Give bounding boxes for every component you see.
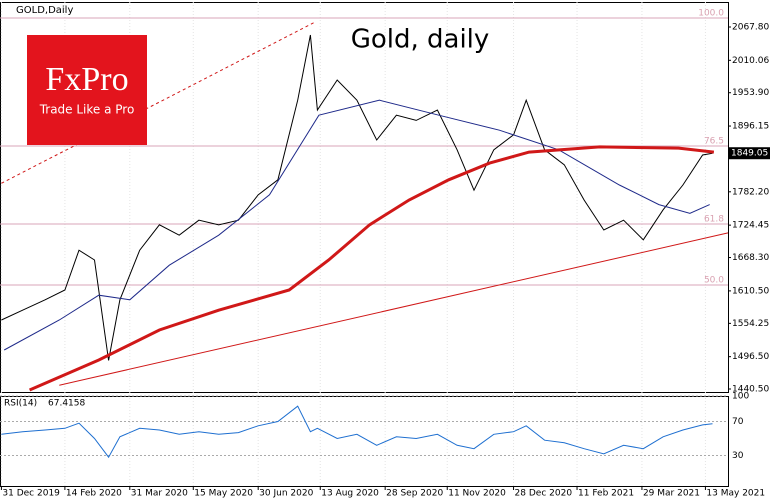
fib-label: 50.0 [704, 276, 724, 286]
last-price-label: 1849.05 [731, 149, 768, 159]
y-tick-label: 2067.80 [732, 22, 769, 32]
x-tick-label: 11 Feb 2021 [578, 489, 634, 499]
y-tick-label: 1554.25 [732, 319, 769, 329]
logo-box [27, 35, 147, 145]
chart-title: GOLD,Daily [16, 5, 73, 16]
x-tick-label: 28 Dec 2020 [515, 489, 573, 499]
annotation: Gold, daily [351, 25, 490, 55]
y-tick-label: 1440.50 [732, 384, 769, 394]
x-tick-label: 15 May 2020 [194, 489, 253, 499]
fib-label: 61.8 [704, 215, 724, 225]
x-tick-label: 31 Dec 2019 [2, 489, 60, 499]
rsi-line [1, 405, 713, 459]
fib-label: 100.0 [698, 8, 724, 18]
plot-layer [0, 2, 729, 487]
x-tick-label: 13 May 2021 [706, 489, 765, 499]
rsi-label: RSI(14) [4, 399, 37, 409]
rsi-tick-label: 100 [732, 392, 749, 402]
y-tick-label: 1896.15 [732, 122, 769, 132]
x-tick-label: 29 Mar 2021 [643, 489, 700, 499]
x-tick-label: 28 Sep 2020 [386, 489, 443, 499]
trendline [59, 232, 729, 386]
last-price-box [728, 147, 770, 160]
series-line [1, 34, 713, 361]
y-tick-label: 1782.20 [732, 187, 769, 197]
y-tick-label: 1610.50 [732, 286, 769, 296]
series-line [29, 145, 715, 392]
logo-brand: FxPro [45, 61, 128, 98]
y-tick-label: 1668.30 [732, 253, 769, 263]
fib-label: 76.5 [704, 136, 724, 146]
x-tick-label: 13 Aug 2020 [321, 489, 379, 499]
rsi-tick-label: 70 [732, 417, 744, 427]
x-tick-label: 30 Jun 2020 [259, 489, 313, 499]
rsi-frame [0, 396, 729, 487]
x-tick-label: 14 Feb 2020 [66, 489, 122, 499]
logo-tagline: Trade Like a Pro [39, 103, 135, 117]
rsi-tick-label: 30 [732, 451, 744, 461]
rsi-value: 67.4158 [48, 399, 85, 409]
y-tick-label: 1496.50 [732, 352, 769, 362]
x-tick-label: 31 Mar 2020 [131, 489, 188, 499]
y-tick-label: 1724.45 [732, 221, 769, 231]
x-tick-label: 11 Nov 2020 [448, 489, 506, 499]
series-line [3, 99, 710, 351]
y-tick-label: 2010.06 [732, 56, 769, 66]
trendline [1, 21, 315, 184]
y-tick-label: 1953.90 [732, 88, 769, 98]
